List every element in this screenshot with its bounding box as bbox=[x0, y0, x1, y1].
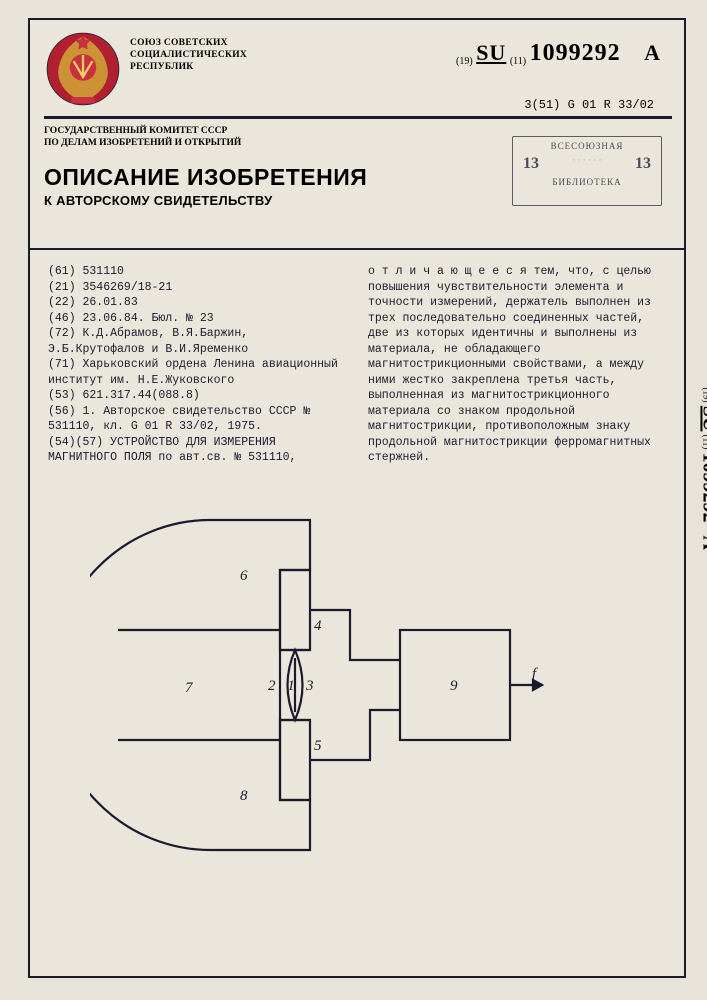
side-a: A bbox=[698, 536, 707, 550]
ussr-emblem-icon bbox=[44, 30, 122, 108]
union-text: СОЮЗ СОВЕТСКИХ СОЦИАЛИСТИЧЕСКИХ РЕСПУБЛИ… bbox=[130, 38, 247, 74]
kind-code: A bbox=[644, 40, 660, 65]
field-22: (22) 26.01.83 bbox=[48, 295, 348, 311]
field-21: (21) 3546269/18-21 bbox=[48, 280, 348, 296]
divider bbox=[44, 116, 672, 119]
lbl-6: 6 bbox=[240, 568, 248, 584]
lbl-5: 5 bbox=[314, 738, 322, 754]
stamp-13a: 13 bbox=[523, 155, 539, 173]
union-l3: РЕСПУБЛИК bbox=[130, 62, 247, 74]
side-pre11: (11) bbox=[701, 435, 707, 450]
union-l1: СОЮЗ СОВЕТСКИХ bbox=[130, 38, 247, 50]
su-code: SU bbox=[476, 40, 506, 65]
field-72: (72) К.Д.Абрамов, В.Я.Баржин, Э.Б.Крутоф… bbox=[48, 326, 348, 357]
header: СОЮЗ СОВЕТСКИХ СОЦИАЛИСТИЧЕСКИХ РЕСПУБЛИ… bbox=[30, 20, 684, 250]
stamp-top: ВСЕСОЮЗНАЯ bbox=[517, 141, 657, 151]
stamp-13b: 13 bbox=[635, 155, 651, 173]
committee: ГОСУДАРСТВЕННЫЙ КОМИТЕТ СССР ПО ДЕЛАМ ИЗ… bbox=[44, 126, 241, 150]
committee-l2: ПО ДЕЛАМ ИЗОБРЕТЕНИЙ И ОТКРЫТИЙ bbox=[44, 138, 241, 150]
side-pre19: (19) bbox=[701, 388, 707, 403]
lbl-3: 3 bbox=[305, 678, 314, 694]
lbl-9: 9 bbox=[450, 678, 458, 694]
pre19: (19) bbox=[456, 56, 473, 67]
library-stamp: ВСЕСОЮЗНАЯ 13 · · · · · · 13 БИБЛИОТЕКА bbox=[512, 136, 662, 206]
side-su: SU bbox=[698, 406, 707, 432]
pub-number: 1099292 bbox=[530, 40, 621, 66]
lbl-2: 2 bbox=[268, 678, 276, 694]
side-pub-number: (19) SU (11) 1099292 A bbox=[697, 388, 707, 550]
lbl-8: 8 bbox=[240, 788, 248, 804]
side-num: 1099292 bbox=[698, 453, 707, 523]
field-56: (56) 1. Авторское свидетельство СССР № 5… bbox=[48, 404, 348, 435]
patent-page: СОЮЗ СОВЕТСКИХ СОЦИАЛИСТИЧЕСКИХ РЕСПУБЛИ… bbox=[28, 18, 686, 978]
lbl-1: 1 bbox=[287, 678, 295, 694]
field-46: (46) 23.06.84. Бюл. № 23 bbox=[48, 311, 348, 327]
committee-l1: ГОСУДАРСТВЕННЫЙ КОМИТЕТ СССР bbox=[44, 126, 241, 138]
ipc-class: 3(51) G 01 R 33/02 bbox=[524, 98, 654, 112]
stamp-bot: БИБЛИОТЕКА bbox=[517, 177, 657, 187]
field-53: (53) 621.317.44(088.8) bbox=[48, 388, 348, 404]
publication-number: (19) SU (11) 1099292 A bbox=[456, 40, 660, 67]
left-column: (61) 531110 (21) 3546269/18-21 (22) 26.0… bbox=[48, 264, 348, 466]
title-sub: К АВТОРСКОМУ СВИДЕТЕЛЬСТВУ bbox=[44, 193, 272, 208]
field-71: (71) Харьковский ордена Ленина авиационн… bbox=[48, 357, 348, 388]
pre11: (11) bbox=[510, 56, 526, 67]
body: (61) 531110 (21) 3546269/18-21 (22) 26.0… bbox=[30, 250, 684, 278]
lbl-4: 4 bbox=[314, 618, 322, 634]
title-main: ОПИСАНИЕ ИЗОБРЕТЕНИЯ bbox=[44, 164, 367, 191]
lbl-7: 7 bbox=[185, 680, 194, 696]
field-5457: (54)(57) УСТРОЙСТВО ДЛЯ ИЗМЕРЕНИЯ МАГНИТ… bbox=[48, 435, 348, 466]
abstract-text: о т л и ч а ю щ е е с я тем, что, с цель… bbox=[368, 264, 668, 466]
union-l2: СОЦИАЛИСТИЧЕСКИХ bbox=[130, 50, 247, 62]
right-column: о т л и ч а ю щ е е с я тем, что, с цель… bbox=[368, 264, 668, 466]
field-61: (61) 531110 bbox=[48, 264, 348, 280]
lbl-f: f bbox=[532, 666, 538, 682]
device-diagram: 6 7 8 4 5 2 1 3 9 f bbox=[90, 500, 550, 870]
